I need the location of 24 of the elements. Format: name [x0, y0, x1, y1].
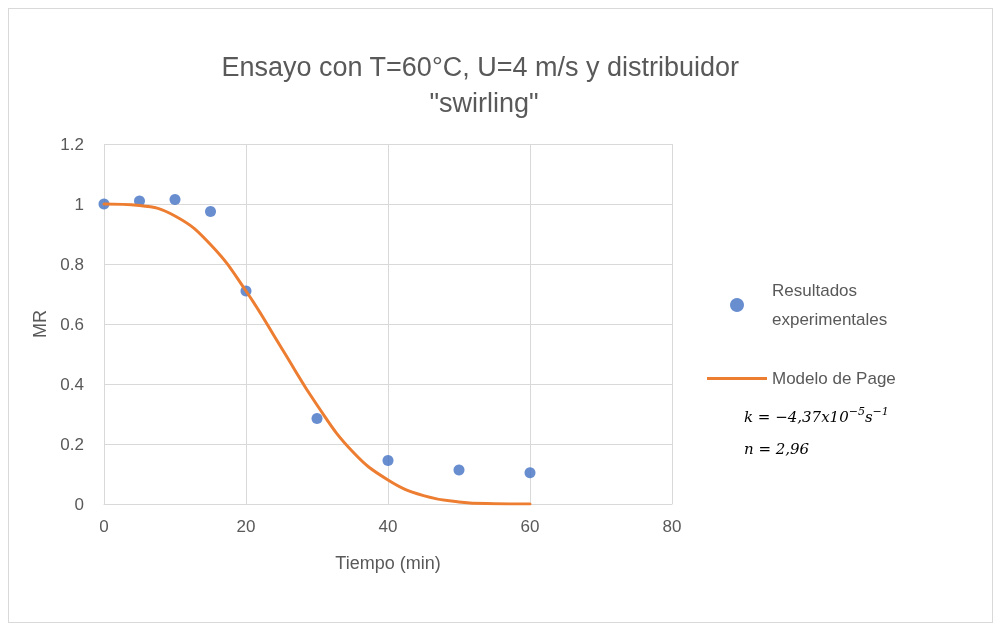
x-axis-title: Tiempo (min) [335, 553, 441, 573]
y-tick-label: 0 [74, 494, 84, 514]
point [311, 413, 323, 424]
x-tick-label: 0 [99, 517, 109, 536]
point [169, 194, 181, 205]
text: n = 2,96 [744, 439, 810, 458]
point [453, 464, 465, 476]
x-tick-label: 40 [378, 517, 398, 536]
y-axis-title: MR [30, 310, 50, 338]
y-tick-label: 0.4 [60, 374, 84, 394]
legend-label: Resultados experimentales [772, 281, 888, 329]
legend-label: Modelo de Page [772, 369, 896, 388]
chart-title: Ensayo con T=60°C, U=4 m/s y distribuidor "swirling" [221, 52, 747, 118]
y-tick-label: 1.2 [60, 134, 84, 154]
y-tick-label: 0.8 [60, 254, 84, 274]
y-tick-label: 1 [74, 194, 84, 214]
point [524, 467, 536, 479]
y-tick-label: 0.2 [60, 434, 84, 454]
y-tick-label: 0.6 [60, 314, 84, 334]
x-tick-label: 60 [520, 517, 540, 536]
point [205, 206, 216, 217]
point [382, 455, 394, 466]
x-tick-label: 80 [662, 517, 682, 536]
x-tick-label: 20 [236, 517, 256, 536]
